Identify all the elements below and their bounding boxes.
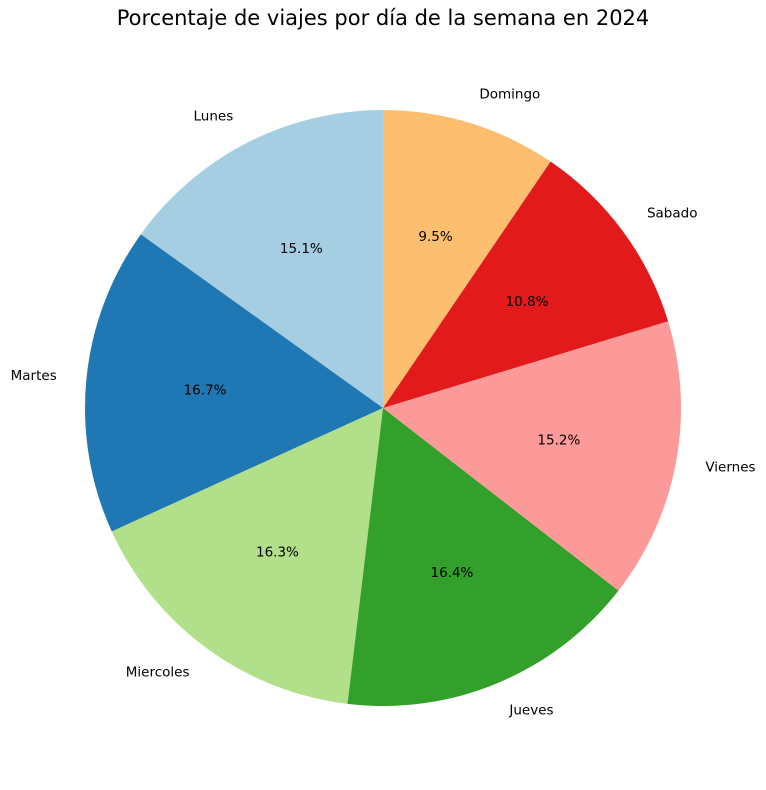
pie-category-label: Domingo: [479, 87, 540, 103]
pie-category-label: Martes: [11, 368, 57, 384]
pie-slice-sabado: [383, 161, 669, 408]
pie-slice-miercoles: [111, 408, 383, 704]
pie-percentage-label: 16.3%: [256, 544, 299, 560]
pie-category-label: Sabado: [647, 206, 698, 222]
pie-slice-lunes: [140, 110, 383, 408]
pie-labels: 15.1% Lunes 16.7% Martes 16.3% Miercoles 16.4%…: [11, 87, 756, 719]
pie-category-label: Miercoles: [126, 665, 190, 681]
pie-slice-martes: [84, 234, 383, 532]
pie-percentage-label: 10.8%: [506, 294, 549, 310]
chart-title: Porcentaje de viajes por día de la seman…: [116, 6, 650, 30]
pie-percentage-label: 16.7%: [184, 383, 227, 399]
pie-percentage-label: 16.4%: [430, 565, 473, 581]
pie-category-label: Viernes: [705, 459, 755, 475]
pie-percentage-label: 9.5%: [418, 229, 452, 245]
pie-slice-viernes: [383, 321, 681, 591]
pie-slice-jueves: [347, 408, 619, 706]
pie-percentage-label: 15.2%: [537, 432, 580, 448]
pie-slices: [84, 110, 681, 706]
pie-category-label: Lunes: [194, 108, 234, 124]
pie-slice-domingo: [383, 110, 551, 408]
pie-percentage-label: 15.1%: [280, 241, 323, 257]
pie-category-label: Jueves: [508, 702, 553, 718]
